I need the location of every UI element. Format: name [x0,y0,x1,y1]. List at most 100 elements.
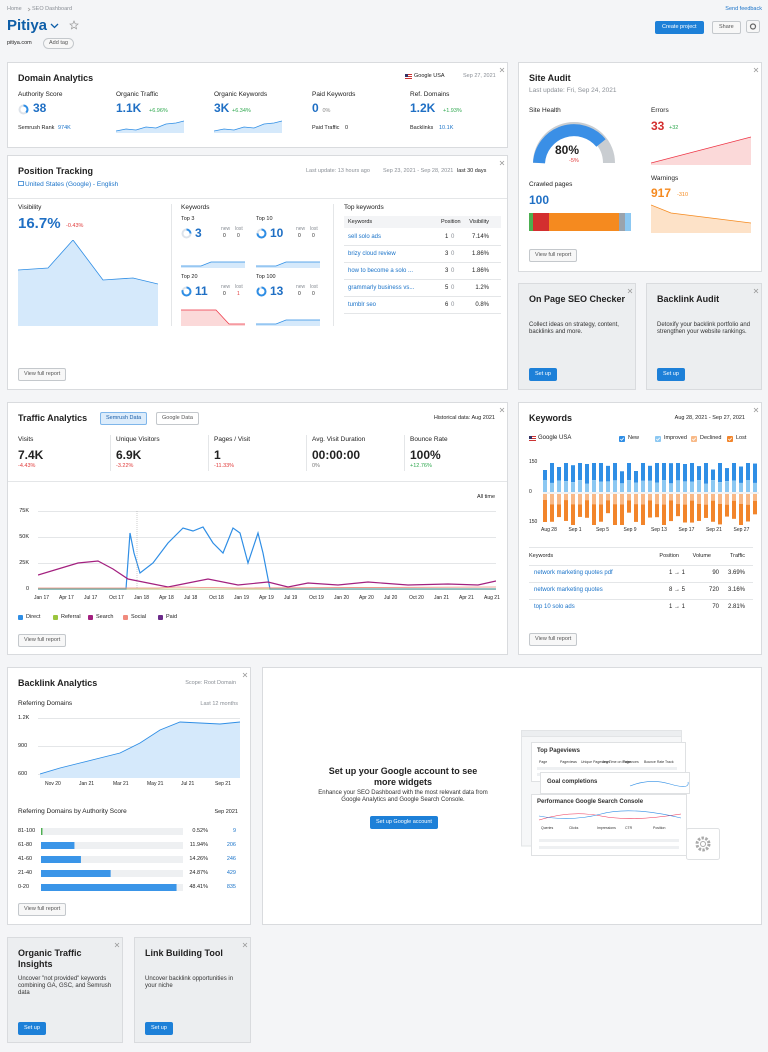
x-tick-label: Jul 20 [384,595,398,601]
score-bar-part [41,856,183,863]
description: Uncover backlink opportunities in your n… [145,976,234,990]
close-icon [499,407,505,413]
breadcrumb-home[interactable]: Home [7,6,22,12]
description: Enhance your SEO Dashboard with the most… [318,790,488,804]
setup-button[interactable]: Set up [145,1022,173,1035]
traffic-chart-part [38,560,496,588]
keyword-link[interactable]: how to become a solo ... [348,268,414,274]
legend-label: Direct [26,614,41,620]
view-report-button[interactable]: View full report [18,634,67,647]
keywords-chart-part [746,494,750,505]
setup-google-button[interactable]: Set up Google account [370,816,438,829]
keywords-chart-part [676,504,680,517]
chevron-part [50,23,59,29]
send-feedback[interactable]: Send feedback [725,6,762,12]
legend-swatch-part [158,615,163,620]
preview-column: Unique Pageviews [581,760,610,764]
keywords-chart-part [613,504,617,525]
keywords-chart-part [697,480,701,492]
share-button[interactable]: Share [712,21,741,34]
keywords-chart-part [585,494,589,501]
view-report-button[interactable]: View full report [529,249,578,262]
tab-google[interactable]: Google Data [156,412,199,425]
keyword-link[interactable]: network marketing quotes pdf [534,570,613,576]
score-range: 21-40 [18,870,33,876]
metric-value: 100% [410,448,441,462]
sub-value: 0 [345,125,349,131]
score-bar-part [41,856,81,863]
keywords-chart-part [683,464,687,482]
project-name[interactable]: Pitiya [7,17,48,34]
keywords-chart-part [606,465,610,482]
x-tick-label: Jul 18 [184,595,198,601]
score-bar [41,870,183,877]
star-icon-part [69,20,79,30]
divider [529,547,753,548]
keywords-chart-part [613,463,617,481]
keyword-link[interactable]: grammarly business vs... [348,285,415,291]
traffic-chart-part [38,526,496,590]
backlink-analytics-card: Backlink Analytics Scope: Root Domain Refe… [7,667,251,925]
keywords-chart-part [753,494,757,501]
preview-column: Pageviews [560,760,577,764]
period-select[interactable]: last 30 days [457,168,487,174]
gear-icon-part [700,841,706,847]
keywords-chart-part [648,480,652,492]
keywords-chart-part [655,463,659,483]
keywords-chart-part [578,494,582,505]
count: 835 [226,884,236,890]
divider [529,565,753,566]
y-tick-label: 1.2K [18,715,30,721]
location-select[interactable]: United States (Google) - English [25,181,119,188]
preview-column: Entrances [623,760,639,764]
metric-value: 3K [214,101,230,115]
title: On Page SEO Checker [529,294,626,304]
keywords-chart-part [578,480,582,492]
y-tick-label: 150 [529,519,538,525]
keyword-link[interactable]: brizy cloud review [348,251,396,257]
legend-checkbox-part [656,437,661,441]
keywords-chart-part [669,463,673,484]
close-icon [753,288,759,294]
keywords-chart-part [599,463,603,482]
sparkline-part [116,120,184,132]
keyword-link[interactable]: top 10 solo ads [534,604,575,610]
keywords-chart-part [655,504,659,518]
create-project-button[interactable]: Create project [655,21,704,34]
flag-icon-part [405,75,412,76]
close-icon-part [114,942,120,948]
view-report-button[interactable]: View full report [529,633,578,646]
database-select[interactable]: Google USA [538,435,572,441]
keywords-chart-part [599,481,603,492]
lost-value: 1 [237,291,240,297]
ring-icon [181,286,192,297]
legend-swatch [158,615,163,620]
preview-title: Goal completions [547,779,598,785]
database-select[interactable]: Google USA [414,73,445,79]
view-report-button[interactable]: View full report [18,903,67,916]
preview-card-part [537,767,677,770]
x-tick-label: Apr 18 [159,595,174,601]
keyword-link[interactable]: sell solo ads [348,234,382,240]
bucket-value: 10 [270,226,284,240]
metric-label: Organic Keywords [214,91,268,98]
tab-semrush[interactable]: Semrush Data [100,412,148,425]
keywords-chart-part [648,500,652,518]
setup-button[interactable]: Set up [657,368,685,381]
health-gauge-part [533,124,606,164]
metric-value: 00:00:00 [312,448,361,462]
keyword-link[interactable]: tumblr seo [348,302,377,308]
setup-button[interactable]: Set up [529,368,557,381]
keyword-link[interactable]: network marketing quotes [534,587,603,593]
keywords-chart-part [606,494,610,501]
close-icon [499,160,505,166]
y-tick-label: 900 [18,743,28,749]
setup-button[interactable]: Set up [18,1022,46,1035]
title: Position Tracking [18,166,94,176]
legend-checkbox [619,436,625,442]
view-report-button[interactable]: View full report [18,368,67,381]
keywords-chart-part [641,504,645,525]
bucket-chart [256,319,320,326]
score-range: 61-80 [18,842,33,848]
add-tag-button[interactable]: Add tag [43,38,74,49]
